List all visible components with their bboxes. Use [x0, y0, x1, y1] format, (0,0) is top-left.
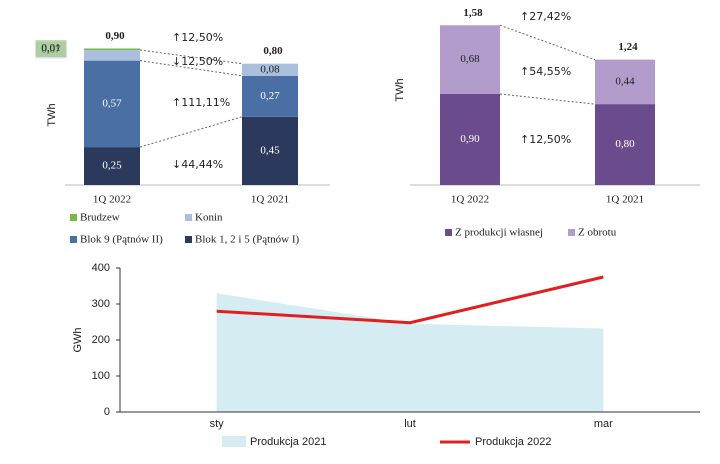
y-axis-label: TWh: [394, 78, 406, 101]
value-label: 0,90: [460, 133, 480, 145]
value-label: 0,27: [260, 90, 280, 102]
total-label: 1,58: [463, 7, 483, 19]
value-label: 0,01: [41, 42, 60, 54]
bar-segment: [242, 75, 298, 117]
value-label: 0,68: [460, 53, 480, 65]
change-annotation: ↑27,42%: [520, 10, 571, 23]
y-tick-label: 100: [92, 370, 110, 382]
x-tick-label: 1Q 2021: [606, 194, 644, 206]
line: [216, 275, 604, 325]
total-label: 0,90: [105, 30, 125, 42]
bar-segment: [242, 63, 298, 76]
connector: [139, 60, 243, 77]
bar-segment: [595, 59, 655, 105]
legend-label: Blok 9 (Pątnów II): [80, 234, 163, 246]
value-label: 0,08: [260, 63, 280, 75]
connector: [139, 116, 243, 148]
change-annotation: ↑12,50%: [520, 133, 571, 146]
total-label: 0,80: [263, 45, 283, 57]
legend-label: Blok 1, 2 i 5 (Pątnów I): [195, 234, 300, 246]
legend-swatch: [568, 229, 575, 236]
legend-label: Z produkcji własnej: [455, 227, 543, 239]
connector: [499, 93, 596, 105]
value-label: 0,80: [615, 138, 635, 150]
legend-swatch: [185, 214, 192, 221]
x-tick-label: mar: [594, 418, 613, 430]
y-tick-label: 200: [92, 334, 110, 346]
legend-label: Produkcja 2022: [475, 436, 551, 448]
y-axis-label: GWh: [72, 327, 84, 352]
value-label: 0,44: [615, 75, 635, 87]
legend-label: Z obrotu: [578, 227, 617, 239]
connector: [139, 49, 243, 65]
x-tick-label: 1Q 2022: [93, 194, 131, 206]
bar-segment: [84, 60, 140, 148]
bar-segment: [84, 50, 140, 61]
legend-swatch: [185, 236, 192, 243]
change-annotation: ↓44,44%: [172, 158, 223, 171]
legend-swatch: [70, 236, 77, 243]
legend-swatch: [222, 436, 246, 447]
connector: [499, 24, 596, 61]
bar-segment: [84, 48, 140, 51]
value-label: 0,07: [41, 44, 61, 56]
legend-label: Produkcja 2021: [250, 436, 326, 448]
value-label: 0,45: [260, 144, 280, 156]
area: [216, 293, 604, 412]
legend-swatch: [445, 229, 452, 236]
y-axis-label: TWh: [46, 103, 58, 126]
value-label: 0,57: [102, 97, 122, 109]
change-annotation: ↑12,50%: [172, 31, 223, 44]
change-annotation: ↑54,55%: [520, 65, 571, 78]
x-tick-label: lut: [404, 418, 416, 430]
bar-segment: [440, 25, 500, 94]
label-box: [35, 40, 67, 57]
y-tick-label: 0: [104, 406, 110, 418]
x-tick-label: sty: [210, 418, 225, 430]
label-box: [35, 41, 67, 59]
y-tick-label: 400: [92, 262, 110, 274]
x-tick-label: 1Q 2021: [251, 194, 289, 206]
legend-label: Konin: [195, 212, 223, 224]
value-label: 0,25: [102, 160, 122, 172]
bar-segment: [242, 116, 298, 185]
total-label: 1,24: [618, 41, 638, 53]
legend-label: Brudzew: [80, 212, 120, 224]
y-tick-label: 300: [92, 298, 110, 310]
bar-segment: [84, 147, 140, 185]
bar-segment: [595, 104, 655, 185]
bar-segment: [440, 94, 500, 185]
change-annotation: ↓12,50%: [172, 55, 223, 68]
change-annotation: ↑111,11%: [172, 96, 230, 109]
x-tick-label: 1Q 2022: [451, 194, 489, 206]
legend-swatch: [70, 214, 77, 221]
